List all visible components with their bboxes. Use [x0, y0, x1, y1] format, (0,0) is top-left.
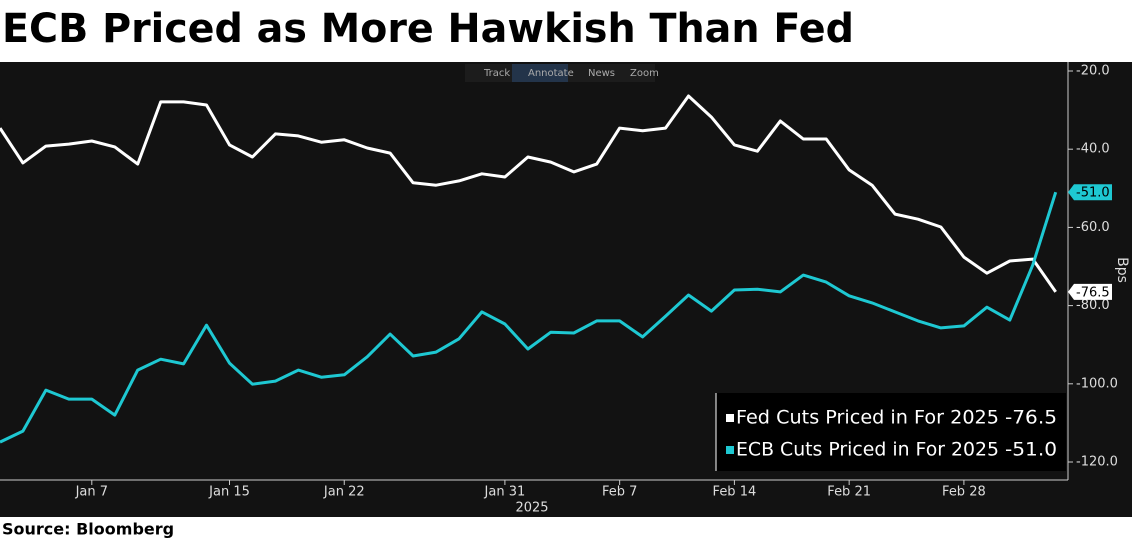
x-tick-label: Feb 7	[602, 485, 637, 500]
y-axis-label: Bps	[1114, 257, 1130, 283]
toolbar-button: Zoom	[630, 68, 659, 79]
legend-value: -76.5	[1005, 407, 1057, 429]
source: Source: Bloomberg	[2, 520, 174, 539]
line-series	[0, 94, 1057, 293]
toolbar-active	[512, 64, 568, 82]
y-tick-label: -100.0	[1076, 376, 1118, 391]
toolbar-button: News	[588, 68, 615, 79]
legend-swatch	[726, 414, 734, 422]
x-tick-label: Jan 7	[75, 485, 108, 500]
line-series	[0, 191, 1058, 444]
value-tag	[1068, 283, 1112, 300]
x-tick-label: Feb 28	[942, 485, 986, 500]
chart-title: ECB Priced as More Hawkish Than Fed	[2, 6, 854, 52]
x-tick-label: Feb 14	[713, 485, 757, 500]
legend-label: Fed Cuts Priced in For 2025	[736, 407, 999, 429]
toolbar-button: Annotate	[528, 68, 574, 79]
y-tick-label: -20.0	[1076, 63, 1110, 78]
legend-label: ECB Cuts Priced in For 2025	[736, 439, 999, 461]
y-tick-label: -80.0	[1076, 298, 1110, 313]
x-axis-label: 2025	[515, 501, 548, 516]
legend	[716, 393, 1066, 471]
y-tick-label: -40.0	[1076, 142, 1110, 157]
y-tick-label: -60.0	[1076, 220, 1110, 235]
y-tick-label: -120.0	[1076, 455, 1118, 470]
value-tag-label: -76.5	[1076, 285, 1110, 300]
x-tick-label: Jan 31	[484, 485, 526, 500]
x-tick-label: Feb 21	[827, 485, 871, 500]
legend-value: -51.0	[1005, 439, 1057, 461]
x-tick-label: Jan 15	[208, 485, 250, 500]
legend-swatch	[726, 446, 734, 454]
x-tick-label: Jan 22	[323, 485, 365, 500]
value-tag	[1068, 184, 1112, 201]
value-tag-label: -51.0	[1076, 186, 1110, 201]
toolbar-button: Track	[483, 68, 510, 79]
